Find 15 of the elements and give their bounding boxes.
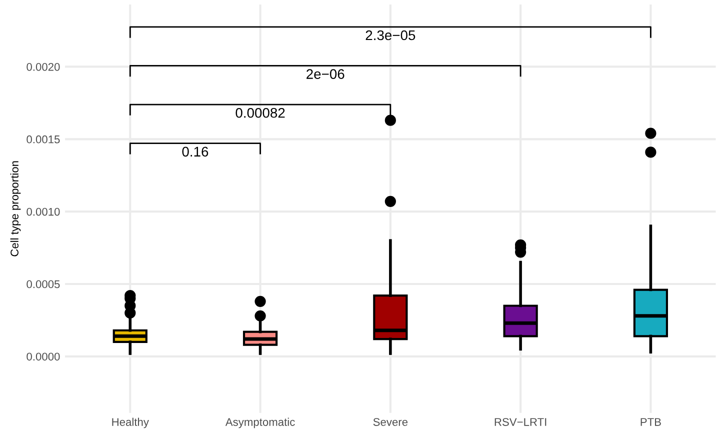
x-tick-label: Asymptomatic <box>225 418 295 428</box>
y-tick-label: 0.0005 <box>26 280 60 288</box>
x-tick-label: RSV−LRTI <box>494 418 546 426</box>
y-tick-label: 0.0010 <box>26 208 60 216</box>
y-tick-label: 0.0020 <box>26 62 60 71</box>
y-axis-title: Cell type proportion <box>10 161 21 256</box>
annotation: 2.3e−05 <box>366 30 416 40</box>
x-tick-label: PTB <box>640 418 661 426</box>
annotation: 0.16 <box>182 146 208 157</box>
annotation: 2e−06 <box>306 69 344 79</box>
x-tick-label: Healthy <box>112 418 149 428</box>
y-tick-label: 0.0015 <box>26 135 60 144</box>
annotation: 0.00082 <box>236 108 285 118</box>
x-tick-label: Severe <box>373 418 408 426</box>
y-tick-label: 0.0000 <box>26 352 60 361</box>
